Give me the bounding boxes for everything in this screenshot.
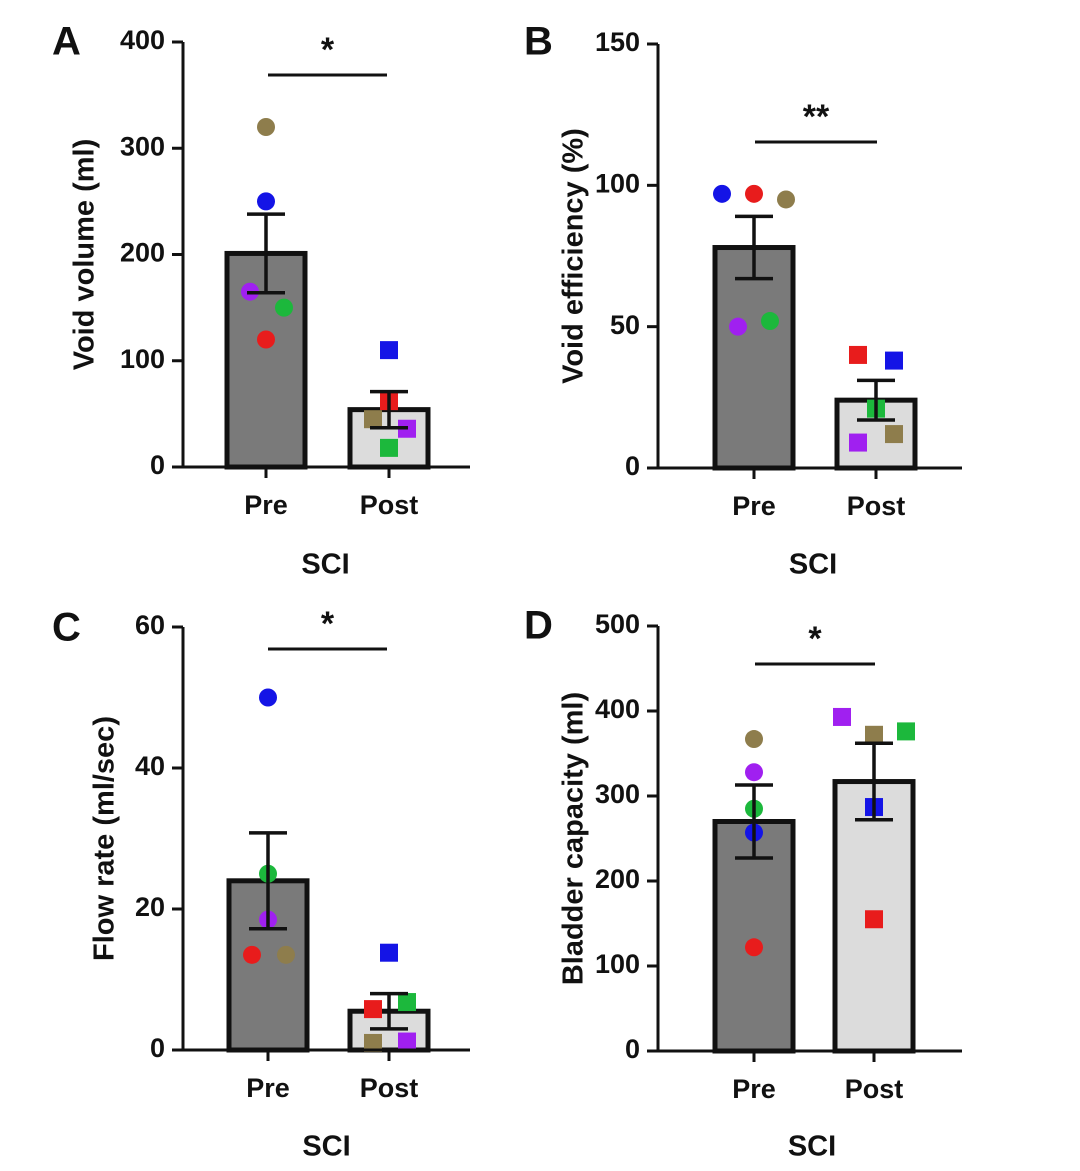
- y-tick-label: 150: [595, 27, 640, 57]
- y-tick-label: 60: [135, 610, 165, 640]
- y-tick-label: 0: [150, 1033, 165, 1063]
- point-pre-olive: [745, 730, 763, 749]
- error-bar-pre: [247, 212, 285, 295]
- x-tick-label-pre: Pre: [244, 490, 288, 520]
- point-pre-purple: [745, 763, 763, 782]
- y-tick-label: 40: [135, 751, 165, 781]
- point-pre-green: [761, 312, 779, 331]
- point-pre-olive: [777, 190, 795, 209]
- point-post-red: [364, 1000, 382, 1019]
- point-post-green: [380, 438, 398, 457]
- y-tick-label: 20: [135, 892, 165, 922]
- y-axis-label: Void efficiency (%): [558, 128, 590, 384]
- y-tick-label: 300: [120, 131, 165, 161]
- panel-letter: D: [524, 604, 553, 648]
- y-tick-label: 0: [625, 451, 640, 481]
- point-pre-green: [275, 298, 293, 317]
- error-bar-pre: [735, 214, 773, 281]
- point-pre-blue: [713, 184, 731, 203]
- panel-b: B 0 50 100 150 Pre Post SCI Void efficiency (%) *…: [524, 20, 962, 581]
- panel-a: A 0 100 200 300 400 Pre Post SCI Void volume (ml)…: [52, 20, 470, 581]
- point-pre-red: [243, 945, 261, 964]
- x-tick-label-pre: Pre: [732, 491, 776, 521]
- bar-pre: [712, 245, 796, 471]
- panel-letter: A: [52, 20, 81, 64]
- point-post-red: [865, 910, 883, 929]
- x-tick-label-pre: Pre: [732, 1074, 776, 1104]
- y-tick-label: 300: [595, 779, 640, 809]
- x-axis-label: SCI: [789, 549, 837, 581]
- panel-letter: B: [524, 20, 553, 64]
- point-post-olive: [865, 725, 883, 744]
- significance-marker: *: [808, 620, 822, 658]
- point-post-purple: [833, 707, 851, 726]
- error-bar-post: [370, 991, 408, 1031]
- panel-letter: C: [52, 606, 81, 650]
- x-tick-label-post: Post: [847, 491, 906, 521]
- x-axis-label: SCI: [302, 1131, 350, 1163]
- point-post-red: [849, 345, 867, 364]
- x-tick-label-post: Post: [360, 490, 419, 520]
- y-tick-label: 400: [120, 25, 165, 55]
- y-tick-label: 100: [595, 949, 640, 979]
- point-pre-red: [745, 938, 763, 957]
- y-tick-label: 100: [120, 344, 165, 374]
- point-post-olive: [364, 410, 382, 429]
- significance-marker: *: [321, 605, 335, 643]
- error-bar-post: [855, 741, 893, 822]
- y-axis-label: Bladder capacity (ml): [558, 692, 590, 985]
- y-tick-label: 0: [150, 450, 165, 480]
- y-tick-label: 400: [595, 694, 640, 724]
- y-axis-label: Flow rate (ml/sec): [89, 716, 121, 961]
- point-post-purple: [849, 433, 867, 452]
- point-post-olive: [364, 1033, 382, 1052]
- y-tick-label: 500: [595, 609, 640, 639]
- panel-c: C 0 20 40 60 Pre Post SCI Flow rate (ml/sec) *: [52, 605, 470, 1163]
- point-pre-red: [257, 330, 275, 349]
- y-tick-label: 200: [595, 864, 640, 894]
- x-tick-label-post: Post: [845, 1074, 904, 1104]
- x-tick-label-pre: Pre: [246, 1073, 290, 1103]
- y-tick-label: 100: [595, 168, 640, 198]
- point-post-green: [897, 722, 915, 741]
- y-tick-label: 200: [120, 238, 165, 268]
- point-pre-blue: [257, 192, 275, 211]
- x-axis-label: SCI: [788, 1131, 836, 1163]
- y-tick-label: 50: [610, 310, 640, 340]
- x-axis-label: SCI: [301, 549, 349, 581]
- error-bar-post: [370, 389, 408, 430]
- point-post-purple: [398, 1032, 416, 1051]
- point-post-green: [398, 993, 416, 1012]
- point-post-blue: [885, 351, 903, 370]
- point-post-olive: [885, 425, 903, 444]
- y-tick-label: 0: [625, 1034, 640, 1064]
- error-bar-pre: [249, 831, 287, 931]
- point-pre-olive: [277, 945, 295, 964]
- error-bar-post: [857, 378, 895, 422]
- y-axis-label: Void volume (ml): [69, 139, 101, 370]
- point-pre-olive: [257, 118, 275, 136]
- significance-marker: **: [803, 98, 830, 136]
- point-post-blue: [380, 341, 398, 360]
- point-post-blue: [380, 943, 398, 962]
- panel-d: D 0 100 200 300 400 500 Pre Post SCI Bladder capac…: [524, 604, 962, 1163]
- x-tick-label-post: Post: [360, 1073, 419, 1103]
- significance-marker: *: [321, 31, 335, 69]
- point-pre-blue: [259, 688, 277, 707]
- error-bar-pre: [735, 783, 773, 860]
- point-pre-purple: [729, 317, 747, 336]
- point-pre-red: [745, 184, 763, 203]
